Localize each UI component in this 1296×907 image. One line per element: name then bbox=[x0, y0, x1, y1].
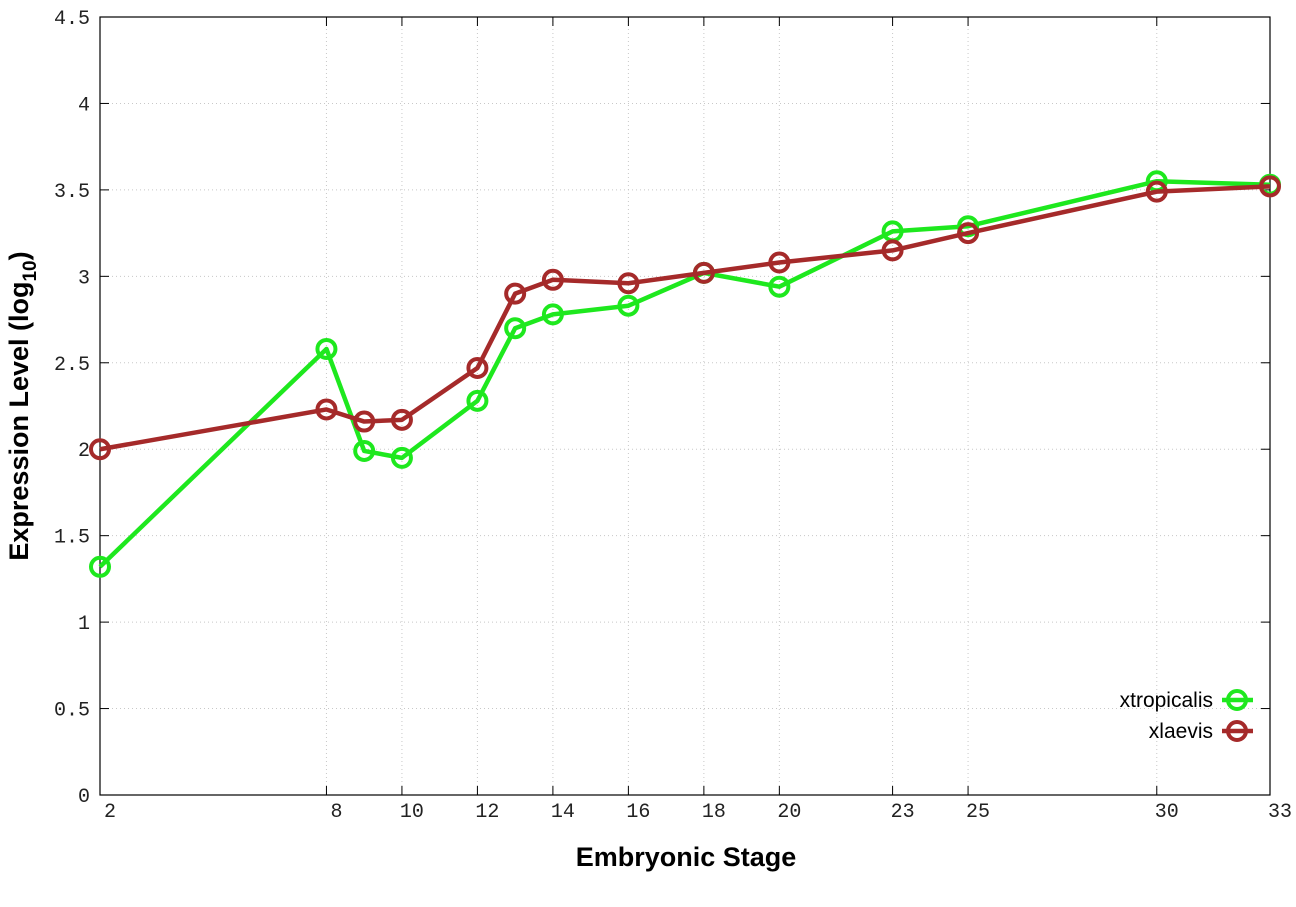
data-point bbox=[541, 268, 564, 291]
data-point bbox=[89, 438, 111, 461]
x-tick-label: 33 bbox=[1268, 801, 1292, 824]
y-tick-label: 0 bbox=[78, 786, 90, 809]
y-axis-label: Expression Level (log10) bbox=[4, 251, 41, 560]
data-point bbox=[617, 294, 640, 317]
data-point bbox=[504, 317, 527, 340]
legend-label: xlaevis bbox=[1149, 720, 1213, 743]
data-point bbox=[315, 398, 338, 421]
x-axis-label: Embryonic Stage bbox=[576, 842, 797, 872]
y-axis-label-suffix: ) bbox=[4, 251, 34, 260]
data-point bbox=[466, 389, 489, 412]
x-tick-label: 14 bbox=[551, 801, 575, 824]
series-line bbox=[99, 184, 1271, 452]
data-point bbox=[957, 222, 980, 245]
data-point bbox=[504, 282, 527, 305]
data-point bbox=[1145, 180, 1168, 203]
data-point bbox=[89, 555, 111, 578]
data-point bbox=[315, 337, 338, 360]
data-point bbox=[692, 261, 715, 284]
data-point bbox=[466, 356, 489, 379]
x-tick-label: 8 bbox=[330, 801, 342, 824]
x-tick-label: 23 bbox=[891, 801, 915, 824]
plot-frame bbox=[99, 16, 1271, 796]
y-axis-label-subscript: 10 bbox=[20, 260, 41, 281]
y-axis-label-text: Expression Level (log bbox=[4, 282, 34, 561]
data-point bbox=[390, 408, 413, 431]
data-point bbox=[768, 275, 791, 298]
y-tick-label: 0.5 bbox=[54, 700, 90, 723]
x-tick-label: 30 bbox=[1155, 801, 1179, 824]
x-tick-label: 12 bbox=[475, 801, 499, 824]
x-tick-label: 2 bbox=[104, 801, 116, 824]
x-tick-label: 10 bbox=[400, 801, 424, 824]
x-tick-label: 16 bbox=[626, 801, 650, 824]
x-tick-label: 20 bbox=[777, 801, 801, 824]
y-tick-label: 1 bbox=[78, 613, 90, 636]
y-tick-label: 3.5 bbox=[54, 181, 90, 204]
y-tick-label: 4 bbox=[78, 94, 90, 117]
data-point bbox=[881, 239, 904, 262]
data-point bbox=[1259, 175, 1281, 198]
legend-marker bbox=[1226, 720, 1248, 742]
x-tick-label: 25 bbox=[966, 801, 990, 824]
legend-marker bbox=[1226, 689, 1248, 711]
series-line bbox=[98, 178, 1271, 569]
x-tick-label: 18 bbox=[702, 801, 726, 824]
data-point bbox=[353, 439, 376, 462]
y-tick-label: 1.5 bbox=[54, 527, 90, 550]
data-point bbox=[390, 446, 413, 469]
legend-label: xtropicalis bbox=[1120, 689, 1213, 712]
y-tick-label: 4.5 bbox=[54, 8, 90, 31]
data-point bbox=[617, 272, 640, 295]
y-tick-label: 2.5 bbox=[54, 354, 90, 377]
data-point bbox=[353, 410, 376, 433]
data-point bbox=[768, 251, 791, 274]
y-tick-label: 3 bbox=[78, 267, 90, 290]
data-point bbox=[541, 303, 564, 326]
y-tick-label: 2 bbox=[78, 440, 90, 463]
